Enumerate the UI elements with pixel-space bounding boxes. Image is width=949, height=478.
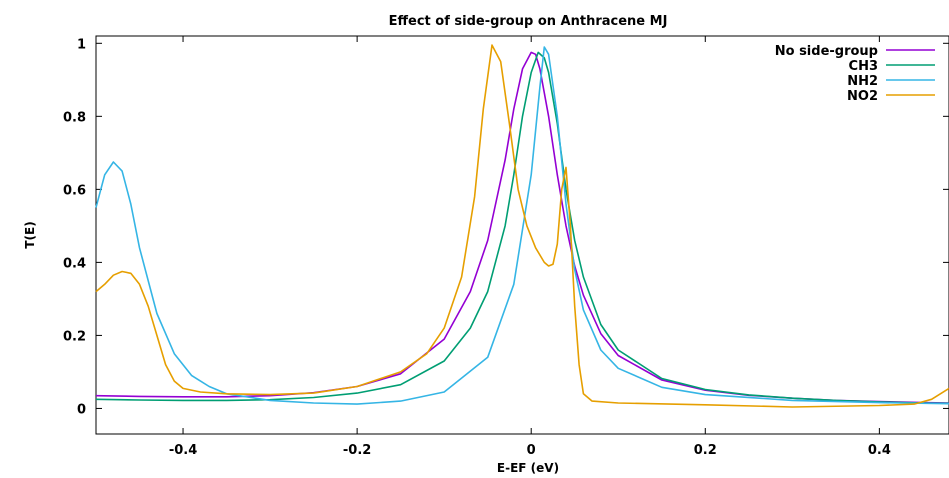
series-line-nh2 — [95, 46, 949, 405]
y-tick-label-1: 0.2 — [63, 329, 86, 344]
y-axis-ticks: 0 0.2 0.4 0.6 0.8 1 — [63, 37, 949, 417]
y-tick-label-4: 0.8 — [63, 110, 86, 125]
legend-label-1: CH3 — [849, 59, 878, 74]
legend-label-2: NH2 — [847, 74, 878, 89]
x-axis-ticks: -0.4 -0.2 0 0.2 0.4 — [169, 36, 891, 458]
x-axis-label: E-EF (eV) — [497, 461, 559, 475]
legend-label-3: NO2 — [847, 89, 878, 104]
x-tick-label-3: 0.2 — [694, 443, 717, 458]
chart-title: Effect of side-group on Anthracene MJ — [389, 14, 668, 29]
y-tick-label-2: 0.4 — [63, 256, 86, 271]
series-line-no2 — [95, 44, 949, 408]
x-tick-label-2: 0 — [527, 443, 536, 458]
y-tick-label-5: 1 — [77, 37, 86, 52]
y-tick-label-0: 0 — [77, 402, 86, 417]
y-tick-label-3: 0.6 — [63, 183, 86, 198]
legend-label-0: No side-group — [775, 44, 878, 59]
x-tick-label-1: -0.2 — [343, 443, 371, 458]
y-axis-label: T(E) — [23, 221, 37, 248]
series-line-ch3 — [95, 51, 949, 405]
x-tick-label-4: 0.4 — [868, 443, 891, 458]
series-lines — [95, 44, 949, 408]
x-tick-label-0: -0.4 — [169, 443, 197, 458]
plot-frame — [95, 35, 949, 435]
